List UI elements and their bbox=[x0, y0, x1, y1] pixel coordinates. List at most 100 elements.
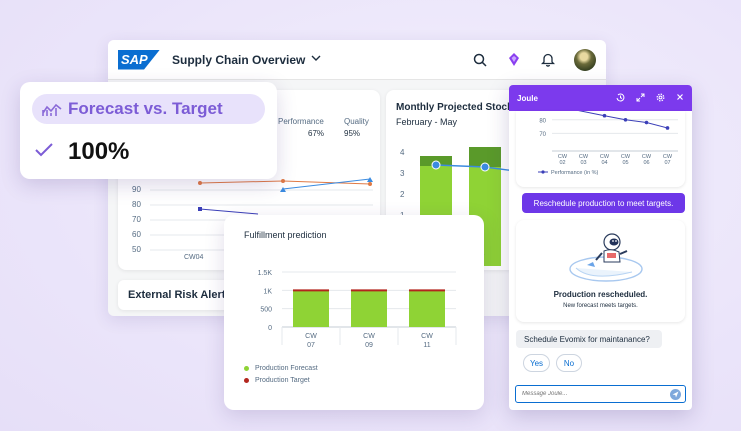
fulfillment-title: Fulfillment prediction bbox=[244, 230, 327, 240]
monthly-y-tick: 4 bbox=[400, 148, 405, 157]
kpi-point bbox=[280, 187, 286, 192]
shell-actions bbox=[472, 48, 596, 71]
close-icon[interactable] bbox=[676, 93, 684, 104]
monthly-point bbox=[480, 162, 490, 172]
ff-x-tick: CW bbox=[421, 333, 433, 340]
app-title[interactable]: Supply Chain Overview bbox=[172, 52, 306, 67]
joule-performance-card[interactable]: 80 70 CW 02 CW 03 CW 04 CW 05 CW 06 CW 07 Performance … bbox=[516, 109, 685, 187]
j-x-tick: CW bbox=[642, 154, 652, 160]
ff-y-tick: 1.5K bbox=[258, 270, 273, 277]
forecast-value: 100% bbox=[68, 138, 130, 165]
quality-label: Quality bbox=[344, 117, 369, 126]
j-x-tick: CW bbox=[600, 154, 610, 160]
ff-forecast-bar bbox=[351, 290, 387, 327]
legend-dot-forecast bbox=[244, 365, 249, 371]
result-subtitle: New forecast meets targets. bbox=[563, 303, 638, 309]
j-x-tick: CW bbox=[558, 154, 568, 160]
history-icon[interactable] bbox=[616, 92, 625, 104]
joule-diamond-icon[interactable] bbox=[506, 52, 522, 68]
fulfillment-bar-chart: 1.5K 1K 500 0 CW 07 CW 09 CW 11 bbox=[258, 270, 457, 349]
j-x-tick: CW bbox=[579, 154, 589, 160]
kpi-y-tick: 50 bbox=[132, 245, 141, 254]
kpi-point bbox=[368, 182, 372, 186]
legend-target-label: Production Target bbox=[255, 377, 310, 384]
avatar[interactable] bbox=[574, 48, 596, 71]
forecast-title: Forecast vs. Target bbox=[68, 99, 223, 118]
j-y-tick: 70 bbox=[539, 132, 546, 138]
fulfillment-card[interactable]: Fulfillment prediction 1.5K 1K 500 0 CW 07 CW 0… bbox=[224, 215, 484, 410]
ff-x-tick: 11 bbox=[423, 342, 430, 349]
ff-x-tick: 07 bbox=[307, 342, 315, 349]
legend-dot-target bbox=[244, 377, 249, 383]
send-icon[interactable] bbox=[670, 389, 681, 400]
j-x-tick: 04 bbox=[601, 160, 607, 166]
maintenance-question: Schedule Evomix for maintanance? bbox=[516, 330, 662, 348]
search-icon[interactable] bbox=[472, 52, 488, 68]
j-x-tick: 07 bbox=[664, 160, 670, 166]
bell-icon[interactable] bbox=[540, 52, 556, 68]
ff-forecast-bar bbox=[293, 290, 329, 327]
j-point bbox=[665, 126, 670, 130]
yes-button[interactable]: Yes bbox=[523, 354, 550, 372]
performance-value: 67% bbox=[308, 129, 325, 138]
j-legend-dot bbox=[541, 170, 545, 174]
checkmark-icon bbox=[35, 143, 53, 157]
trend-chart-icon bbox=[42, 103, 62, 116]
kpi-point bbox=[198, 207, 202, 211]
joule-title: Joule bbox=[517, 93, 538, 103]
joule-performance-chart: 8070CW02CW03CW04CW05CW06CW07Performance … bbox=[538, 109, 678, 176]
legend-forecast-label: Production Forecast bbox=[255, 365, 318, 372]
kpi-point bbox=[198, 181, 202, 185]
joule-panel: Joule 80 70 CW 02 CW 03 CW 04 CW 05 CW 06 CW 07 Perfor… bbox=[509, 85, 692, 410]
no-button[interactable]: No bbox=[556, 354, 582, 372]
joule-header: Joule bbox=[509, 85, 692, 111]
sap-logo[interactable]: SAP bbox=[118, 49, 160, 70]
kpi-series-blue bbox=[282, 178, 371, 190]
kpi-y-tick: 80 bbox=[132, 200, 141, 209]
forecast-card[interactable]: Forecast vs. Target 100% bbox=[20, 82, 277, 179]
kpi-y-tick: 70 bbox=[132, 215, 141, 224]
ff-y-tick: 1K bbox=[263, 288, 272, 295]
monthly-bar-top bbox=[469, 147, 501, 167]
monthly-subtitle: February - May bbox=[396, 117, 458, 127]
ff-x-tick: 09 bbox=[365, 342, 373, 349]
joule-result-card: Production rescheduled. New forecast mee… bbox=[516, 220, 685, 322]
shell-bar: SAP Supply Chain Overview bbox=[108, 40, 606, 80]
risk-title: External Risk Alert bbox=[128, 289, 226, 301]
kpi-y-tick: 90 bbox=[132, 185, 141, 194]
ff-forecast-bar bbox=[409, 290, 445, 327]
chevron-down-icon[interactable] bbox=[311, 54, 321, 65]
monthly-y-tick: 2 bbox=[400, 190, 405, 199]
j-point bbox=[644, 120, 649, 125]
j-x-tick: CW bbox=[663, 154, 673, 160]
gear-icon[interactable] bbox=[656, 93, 665, 104]
j-x-tick: 02 bbox=[559, 160, 565, 166]
j-point bbox=[602, 113, 607, 118]
result-title: Production rescheduled. bbox=[553, 290, 648, 299]
j-x-tick: 05 bbox=[622, 160, 628, 166]
legend-forecast: Production Forecast bbox=[244, 365, 318, 372]
performance-label: Performance bbox=[278, 117, 324, 126]
kpi-point bbox=[367, 177, 373, 182]
ff-x-tick: CW bbox=[305, 333, 317, 340]
monthly-title: Monthly Projected Stock fo bbox=[396, 102, 525, 113]
astronaut-illustration bbox=[569, 233, 643, 282]
kpi-x-label: CW04 bbox=[184, 254, 204, 261]
j-x-tick: 06 bbox=[643, 160, 649, 166]
forecast-pill: Forecast vs. Target bbox=[32, 94, 265, 124]
j-x-tick: CW bbox=[621, 154, 631, 160]
j-point bbox=[623, 118, 628, 122]
ff-x-tick: CW bbox=[363, 333, 375, 340]
ff-y-tick: 500 bbox=[260, 307, 272, 314]
joule-header-actions bbox=[616, 92, 684, 104]
quality-value: 95% bbox=[344, 129, 361, 138]
expand-icon[interactable] bbox=[636, 93, 645, 104]
j-x-tick: 03 bbox=[580, 160, 586, 166]
kpi-series-indigo bbox=[199, 208, 259, 215]
j-y-tick: 80 bbox=[539, 118, 546, 124]
reschedule-button[interactable]: Reschedule production to meet targets. bbox=[522, 193, 685, 213]
legend-target: Production Target bbox=[244, 377, 310, 384]
message-input[interactable] bbox=[515, 385, 686, 403]
monthly-point bbox=[431, 160, 441, 170]
kpi-point bbox=[281, 179, 285, 183]
